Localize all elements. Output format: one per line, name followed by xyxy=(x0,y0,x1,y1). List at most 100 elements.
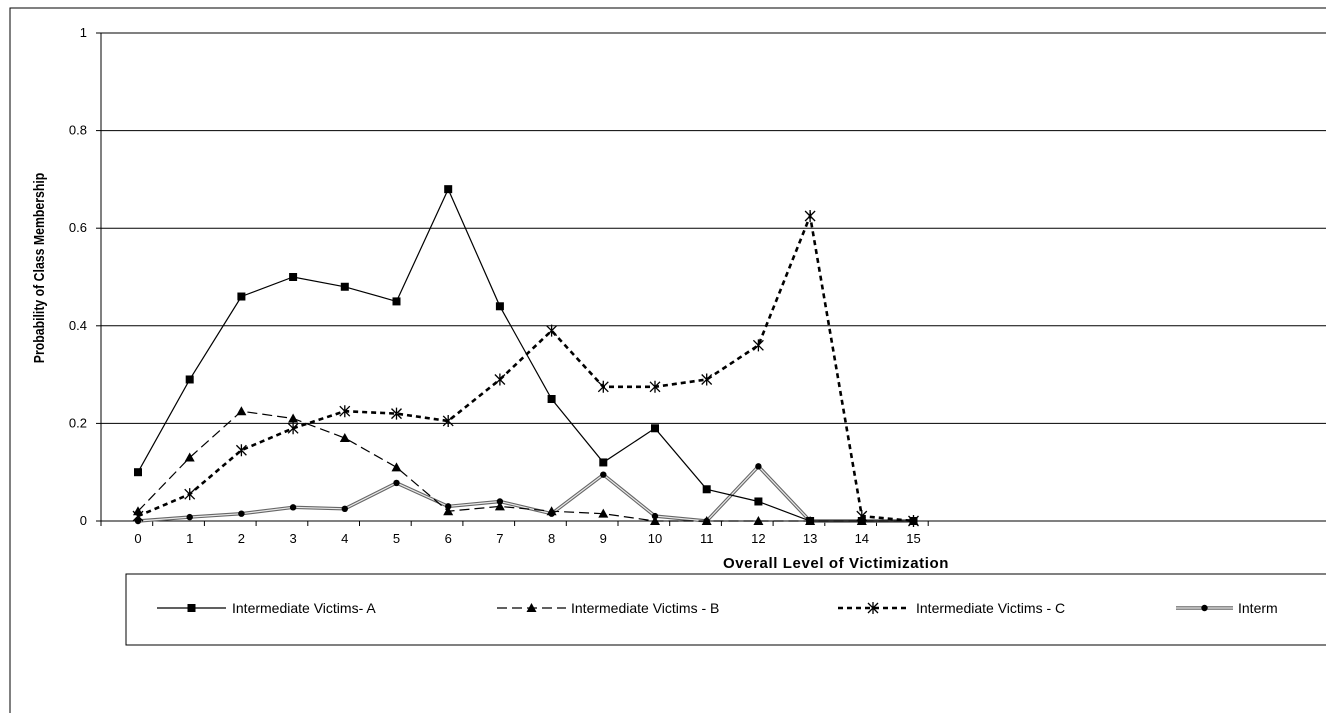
series-line xyxy=(137,410,914,522)
legend-item-1: Intermediate Victims- A xyxy=(157,600,376,616)
legend-box xyxy=(125,573,1326,646)
data-point xyxy=(288,413,299,423)
legend-label: Intermediate Victims- A xyxy=(232,600,376,616)
data-point xyxy=(134,468,142,477)
data-point xyxy=(287,422,299,435)
data-point xyxy=(184,452,195,462)
x-tick-label: 5 xyxy=(393,531,400,546)
data-point xyxy=(651,424,659,433)
y-tick-label: 0.2 xyxy=(69,415,87,430)
data-point xyxy=(184,488,196,501)
data-point xyxy=(599,458,608,467)
data-point xyxy=(236,406,247,416)
data-point xyxy=(546,506,557,516)
data-point xyxy=(495,302,504,311)
data-point xyxy=(546,324,558,337)
data-point xyxy=(185,375,194,384)
data-point xyxy=(597,380,609,393)
data-point xyxy=(857,517,866,525)
data-point xyxy=(339,433,350,443)
x-tick-label: 10 xyxy=(648,531,662,546)
data-point xyxy=(392,297,401,306)
data-point xyxy=(494,373,506,386)
data-point xyxy=(444,185,453,194)
data-point xyxy=(600,471,607,478)
series-layer xyxy=(132,185,919,527)
y-tick-label: 1 xyxy=(80,25,87,40)
axes xyxy=(100,33,1326,522)
data-point xyxy=(702,485,711,494)
data-point xyxy=(340,282,349,291)
legend-label: Intermediate Victims - B xyxy=(571,600,719,616)
x-ticks: 0 1 2 3 4 5 6 7 8 9 10 11 12 13 14 15 xyxy=(100,521,929,546)
series-line xyxy=(137,187,914,522)
chart-border xyxy=(9,7,1326,713)
x-tick-label: 11 xyxy=(700,531,714,546)
data-point xyxy=(804,210,816,222)
data-point xyxy=(186,513,193,521)
gridlines xyxy=(101,32,1326,424)
data-point xyxy=(339,405,351,418)
data-point xyxy=(442,414,454,427)
data-point xyxy=(752,339,764,352)
x-tick-label: 0 xyxy=(134,531,141,546)
data-point xyxy=(237,292,246,301)
series-line-outline xyxy=(137,463,914,523)
data-point xyxy=(391,462,402,472)
y-tick-label: 0 xyxy=(80,513,87,528)
legend-label: Intermediate Victims - C xyxy=(916,600,1065,616)
x-tick-label: 15 xyxy=(906,531,920,546)
data-point xyxy=(649,380,661,393)
x-tick-label: 9 xyxy=(600,531,607,546)
data-point xyxy=(235,444,247,457)
x-tick-label: 12 xyxy=(751,531,765,546)
x-axis-title: Overall Level of Victimization xyxy=(723,555,949,572)
x-tick-label: 2 xyxy=(238,531,245,546)
data-point xyxy=(598,508,609,518)
data-point xyxy=(393,479,400,487)
legend-marker xyxy=(526,603,537,612)
y-tick-label: 0.6 xyxy=(69,220,87,235)
x-tick-label: 6 xyxy=(445,531,452,546)
legend-marker xyxy=(1201,604,1208,612)
data-point xyxy=(754,497,763,506)
y-ticks: 0 0.2 0.4 0.6 0.8 1 xyxy=(69,25,101,528)
series-4 xyxy=(134,463,917,525)
data-point xyxy=(341,505,348,512)
data-point xyxy=(909,517,918,525)
data-point xyxy=(391,407,402,420)
data-point xyxy=(806,517,815,525)
legend-marker xyxy=(867,602,879,614)
x-tick-label: 8 xyxy=(548,531,555,546)
y-tick-label: 0.4 xyxy=(69,318,87,333)
data-point xyxy=(701,373,713,386)
data-point xyxy=(443,506,454,516)
legend-item-3: Intermediate Victims - C xyxy=(838,600,1065,616)
data-point xyxy=(289,504,297,511)
legend-item-2: Intermediate Victims - B xyxy=(497,600,719,616)
legend-item-4: Interm xyxy=(1176,600,1278,616)
legend-label: Interm xyxy=(1238,600,1278,616)
data-point xyxy=(238,510,245,517)
data-point xyxy=(132,510,144,523)
data-point xyxy=(547,395,556,403)
series-line xyxy=(137,211,914,523)
series-3 xyxy=(132,210,919,527)
y-tick-label: 0.8 xyxy=(69,123,87,138)
series-line xyxy=(137,465,914,522)
x-tick-label: 13 xyxy=(803,531,817,546)
data-point xyxy=(650,516,660,525)
x-tick-label: 1 xyxy=(186,531,193,546)
data-point xyxy=(753,516,764,525)
data-point xyxy=(494,501,505,511)
y-axis-title: Probability of Class Membership xyxy=(31,173,47,364)
data-point xyxy=(755,463,762,470)
legend: Intermediate Victims- A Intermediate Vict… xyxy=(125,573,1326,646)
x-tick-label: 4 xyxy=(341,531,348,546)
series-1 xyxy=(134,185,918,525)
x-tick-label: 3 xyxy=(289,531,296,546)
x-tick-label: 14 xyxy=(855,531,869,546)
data-point xyxy=(289,273,298,281)
